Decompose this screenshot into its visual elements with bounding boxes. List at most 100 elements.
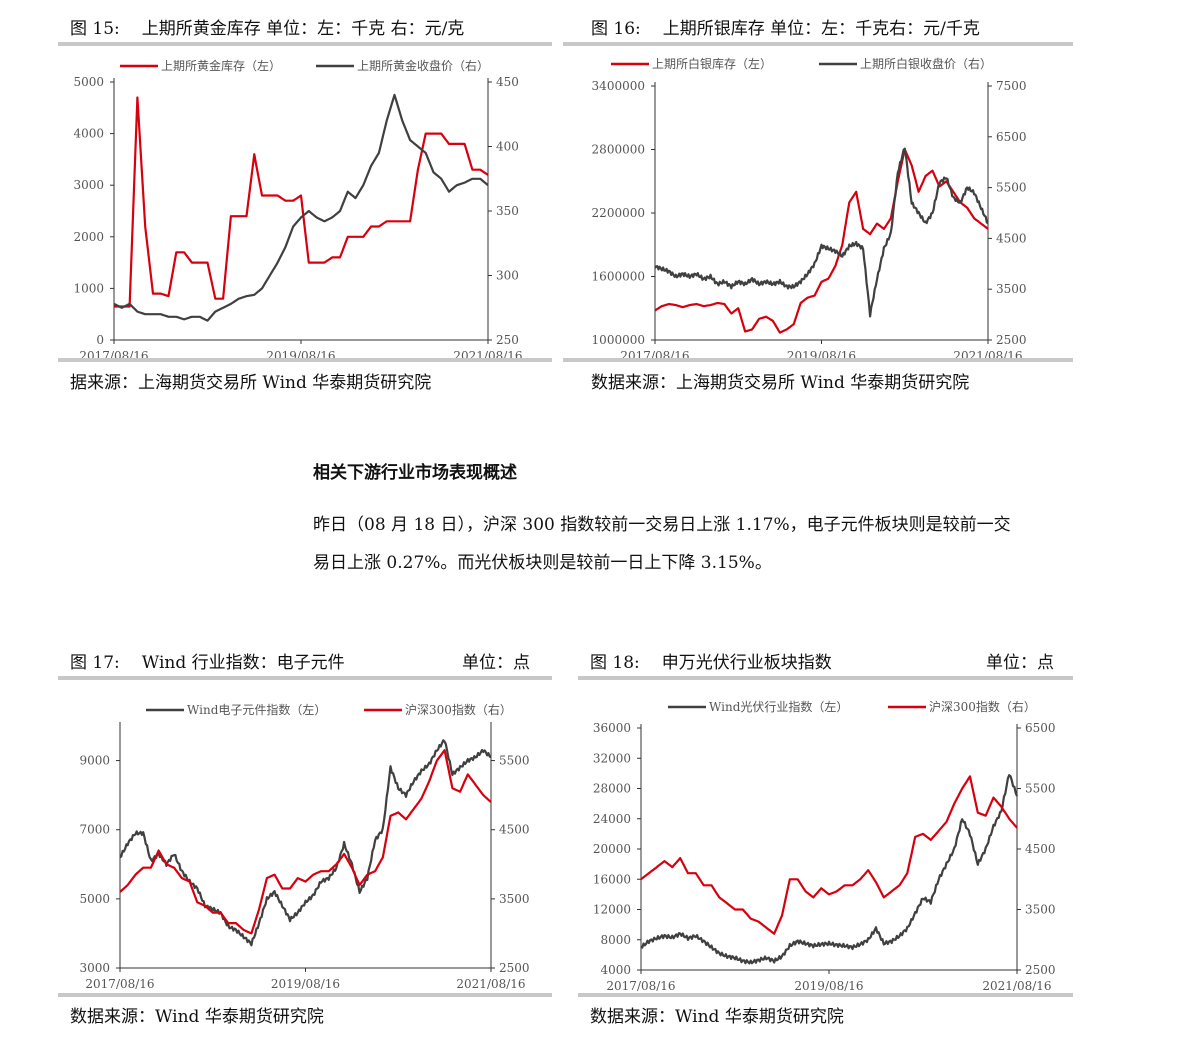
left-tick-label: 28000 [593, 782, 631, 796]
figure-17: 图 17: Wind 行业指数：电子元件 单位：点 3000 5000 7000 900… [58, 648, 552, 1028]
series-line [119, 749, 492, 935]
legend-label: 上期所黄金收盘价（右） [357, 58, 489, 73]
figure-number: 图 15: [70, 19, 120, 39]
x-tick-label: 2021/08/16 [456, 977, 525, 991]
legend-label: 沪深300指数（右） [929, 699, 1036, 714]
figure-title-text: 申万光伏行业板块指数 [661, 653, 832, 673]
right-tick-label: 4500 [499, 823, 530, 837]
right-tick-label: 7500 [996, 79, 1027, 93]
right-tick-label: 5500 [1025, 782, 1056, 796]
right-tick-label: 4500 [996, 231, 1027, 245]
left-tick-label: 1000000 [592, 333, 645, 347]
left-tick-label: 4000 [73, 127, 104, 141]
source-text: 数据来源：上海期货交易所 Wind 华泰期货研究院 [591, 373, 970, 393]
left-tick-label: 5000 [79, 892, 110, 906]
title-rule [58, 42, 552, 46]
legend-label: 沪深300指数（右） [405, 702, 512, 717]
x-tick-label: 2019/08/16 [271, 977, 340, 991]
left-tick-label: 0 [96, 333, 104, 347]
right-tick-label: 450 [496, 75, 519, 89]
source-text: 数据来源：Wind 华泰期货研究院 [70, 1007, 324, 1027]
x-tick-label: 2017/08/16 [85, 977, 154, 991]
series-line [640, 774, 1019, 965]
series-line [119, 739, 492, 947]
right-tick-label: 350 [496, 204, 519, 218]
left-tick-label: 36000 [593, 721, 631, 735]
x-tick-label: 2017/08/16 [606, 979, 675, 993]
left-tick-label: 32000 [593, 751, 631, 765]
paragraph-line-1: 昨日（08 月 18 日），沪深 300 指数较前一交易日上涨 1.17%，电子… [313, 515, 1011, 535]
source-rule [578, 993, 1073, 997]
legend-label: 上期所黄金库存（左） [161, 58, 281, 73]
legend-label: 上期所白银收盘价（右） [860, 56, 992, 71]
left-tick-label: 9000 [79, 754, 110, 768]
series-line [113, 93, 489, 322]
right-tick-label: 400 [496, 140, 519, 154]
left-tick-label: 5000 [73, 75, 104, 89]
legend-label: 上期所白银库存（左） [652, 56, 772, 71]
left-tick-label: 20000 [593, 842, 631, 856]
legend-label: Wind光伏行业指数（左） [709, 699, 848, 714]
series-line [114, 96, 489, 308]
left-tick-label: 3000 [73, 178, 104, 192]
paragraph-line-2: 易日上涨 0.27%。而光伏板块则是较前一日上下降 3.15%。 [313, 553, 772, 573]
right-tick-label: 250 [496, 333, 519, 347]
series-line [654, 147, 989, 318]
left-tick-label: 2800000 [592, 143, 645, 157]
section-heading: 相关下游行业市场表现概述 [313, 463, 517, 483]
right-tick-label: 3500 [996, 282, 1027, 296]
figure-number: 图 18: [590, 653, 640, 673]
figure-18: 图 18: 申万光伏行业板块指数 单位：点 4000 8000 12000 16000 2… [578, 648, 1073, 1028]
left-tick-label: 2200000 [592, 206, 645, 220]
chart-electronic-components: 3000 5000 7000 9000 2500 3500 4500 5500 2017/08/… [79, 702, 530, 991]
figure-title: 图 17: Wind 行业指数：电子元件 单位：点 [70, 648, 550, 673]
chart-gold-inventory: 0100020003000400050002503003504004502017… [73, 58, 522, 363]
left-tick-label: 4000 [600, 963, 631, 977]
right-tick-label: 2500 [996, 333, 1027, 347]
title-rule [58, 676, 552, 680]
figure-16: 图 16: 上期所银库存 单位：左：千克右：元/千克 1000000 1600000… [563, 14, 1073, 394]
left-tick-label: 16000 [593, 872, 631, 886]
right-tick-label: 2500 [499, 961, 530, 975]
figure-title-text: 上期所银库存 单位：左：千克右：元/千克 [662, 19, 980, 39]
right-tick-label: 3500 [1025, 903, 1056, 917]
chart-silver-inventory: 1000000 1600000 2200000 2800000 3400000 2500 3… [592, 56, 1027, 363]
x-tick-label: 2021/08/16 [982, 979, 1051, 993]
left-tick-label: 24000 [593, 812, 631, 826]
figure-title-text: Wind 行业指数：电子元件 [141, 653, 345, 673]
series-line [654, 148, 989, 334]
right-tick-label: 300 [496, 269, 519, 283]
left-tick-label: 7000 [79, 823, 110, 837]
left-tick-label: 3000 [79, 961, 110, 975]
title-rule [578, 676, 1073, 680]
figure-title: 图 15: 上期所黄金库存 单位：左：千克 右：元/克 [70, 14, 464, 39]
chart-photovoltaic-index: 4000 8000 12000 16000 20000 24000 28000 32000 36… [593, 699, 1056, 993]
left-tick-label: 1000 [73, 281, 104, 295]
figure-number: 图 16: [591, 19, 641, 39]
left-tick-label: 2000 [73, 230, 104, 244]
series-line [640, 775, 1018, 935]
right-tick-label: 6500 [996, 130, 1027, 144]
source-text: 据来源：上海期货交易所 Wind 华泰期货研究院 [70, 373, 432, 393]
right-tick-label: 2500 [1025, 963, 1056, 977]
figure-number: 图 17: [70, 653, 120, 673]
right-tick-label: 3500 [499, 892, 530, 906]
right-tick-label: 6500 [1025, 721, 1056, 735]
figure-15: 图 15: 上期所黄金库存 单位：左：千克 右：元/克 0 1000 2000 3000… [58, 14, 552, 394]
left-tick-label: 1600000 [592, 270, 645, 284]
source-rule [58, 358, 552, 362]
unit-label: 单位：点 [986, 653, 1054, 673]
unit-label: 单位：点 [462, 653, 530, 673]
left-tick-label: 12000 [593, 903, 631, 917]
right-tick-label: 4500 [1025, 842, 1056, 856]
source-text: 数据来源：Wind 华泰期货研究院 [590, 1007, 844, 1027]
x-tick-label: 2019/08/16 [794, 979, 863, 993]
left-tick-label: 8000 [600, 933, 631, 947]
legend-label: Wind电子元件指数（左） [187, 702, 326, 717]
left-tick-label: 3400000 [592, 79, 645, 93]
figure-title-text: 上期所黄金库存 单位：左：千克 右：元/克 [141, 19, 465, 39]
right-tick-label: 5500 [499, 754, 530, 768]
source-rule [563, 358, 1073, 362]
source-rule [58, 993, 552, 997]
title-rule [563, 42, 1073, 46]
